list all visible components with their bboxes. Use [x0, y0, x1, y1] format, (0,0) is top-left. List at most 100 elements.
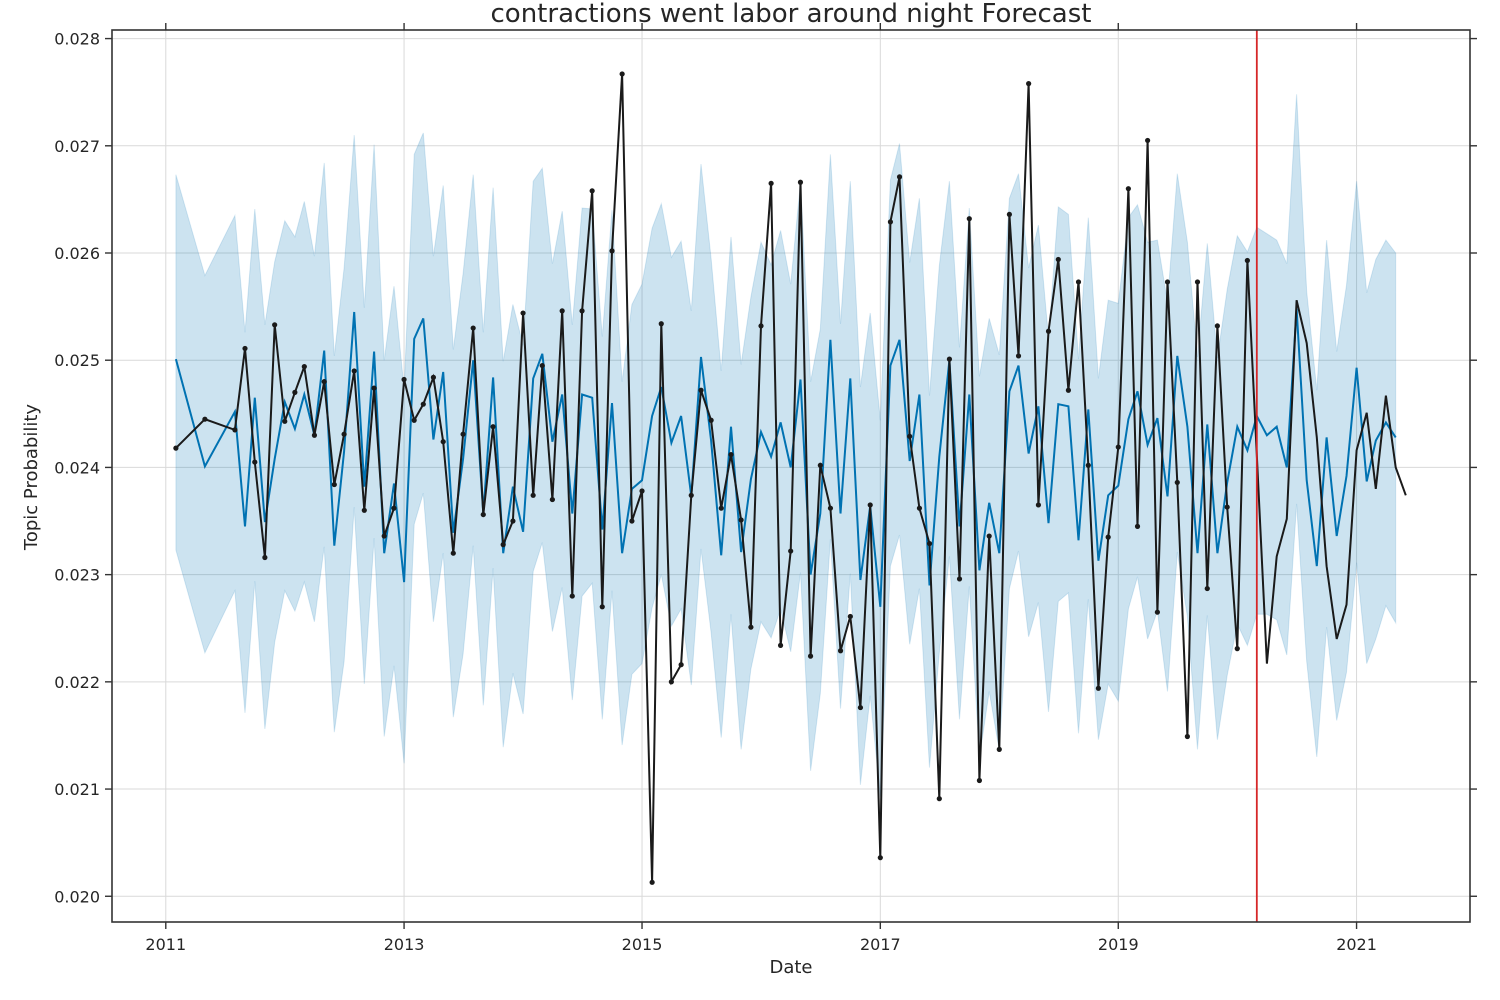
actual-point: [490, 424, 496, 430]
x-tick-label: 2015: [622, 935, 663, 954]
actual-point: [1194, 279, 1201, 285]
actual-point: [272, 322, 278, 328]
actual-point: [599, 604, 605, 610]
projection-line: [1246, 260, 1407, 664]
actual-point: [916, 505, 923, 511]
actual-point: [480, 511, 486, 518]
actual-point: [520, 310, 526, 316]
actual-point: [649, 879, 655, 885]
actual-point: [817, 462, 823, 468]
actual-point: [1244, 257, 1250, 264]
actual-point: [420, 401, 426, 407]
actual-point: [678, 662, 684, 668]
y-axis-label: Topic Probability: [21, 404, 42, 551]
actual-point: [658, 321, 664, 327]
actual-point: [827, 505, 834, 511]
y-tick-label: 0.028: [54, 30, 100, 49]
actual-point: [460, 431, 466, 437]
actual-point: [1234, 646, 1240, 652]
actual-point: [1164, 279, 1171, 285]
actual-point: [1006, 211, 1013, 218]
y-tick-label: 0.026: [54, 244, 100, 263]
actual-point: [1154, 609, 1160, 615]
actual-point: [857, 704, 864, 711]
x-tick-label: 2019: [1098, 935, 1139, 954]
actual-point: [867, 502, 873, 508]
actual-points-layer: [173, 71, 1250, 885]
actual-point: [1015, 353, 1022, 359]
x-axis-label: Date: [769, 957, 812, 978]
actual-point: [341, 431, 347, 437]
ticks-layer: 0.020 0.021 0.022 0.023 0.024 0.025 0.026 0.027…: [54, 23, 1477, 954]
actual-point: [321, 379, 327, 385]
actual-point: [1095, 685, 1101, 691]
actual-point: [1145, 137, 1151, 144]
actual-point: [708, 417, 714, 423]
actual-point: [470, 325, 476, 331]
actual-point: [1214, 323, 1220, 329]
actual-point: [262, 554, 268, 561]
y-tick-label: 0.024: [54, 458, 100, 477]
chart-title: contractions went labor around night For…: [491, 0, 1092, 29]
actual-point: [530, 492, 536, 498]
actual-point: [718, 505, 724, 511]
actual-point: [579, 308, 585, 314]
actual-point: [956, 576, 963, 582]
actual-point: [569, 593, 575, 599]
actual-point: [966, 216, 972, 222]
actual-point: [996, 746, 1002, 752]
actual-point: [688, 492, 694, 498]
actual-point: [887, 219, 894, 225]
y-tick-label: 0.022: [54, 673, 100, 692]
actual-point: [847, 613, 853, 620]
actual-point: [668, 679, 674, 685]
actual-point: [976, 777, 983, 784]
actual-point: [282, 418, 288, 424]
actual-point: [589, 188, 595, 194]
actual-point: [292, 389, 298, 395]
x-tick-label: 2011: [145, 935, 186, 954]
actual-point: [510, 518, 516, 524]
actual-point: [807, 653, 814, 659]
actual-point: [1115, 444, 1121, 450]
actual-point: [1134, 523, 1141, 529]
actual-point: [202, 416, 208, 422]
actual-point: [777, 642, 784, 648]
actual-point: [430, 374, 437, 380]
actual-point: [173, 445, 179, 451]
actual-point: [311, 432, 318, 438]
actual-point: [1026, 81, 1032, 87]
actual-point: [232, 427, 238, 433]
actual-point: [559, 308, 565, 314]
forecast-line-layer: [174, 308, 1397, 607]
actual-point: [768, 180, 774, 186]
actual-point: [1045, 328, 1052, 334]
x-tick-label: 2017: [860, 935, 901, 954]
y-tick-label: 0.025: [54, 351, 100, 370]
actual-point: [609, 248, 615, 254]
actual-point: [242, 345, 248, 352]
actual-point: [837, 648, 844, 654]
plot-frame: [111, 29, 1471, 923]
y-tick-label: 0.023: [54, 566, 100, 585]
actual-point: [986, 533, 992, 539]
actual-point: [549, 496, 555, 503]
x-tick-label: 2021: [1336, 935, 1377, 954]
actual-point: [797, 179, 804, 185]
actual-point: [758, 323, 764, 329]
y-tick-label: 0.020: [54, 887, 100, 906]
actual-point: [1085, 462, 1091, 468]
actual-point: [1174, 479, 1180, 486]
actual-point: [728, 451, 734, 458]
actual-point: [1065, 387, 1072, 393]
actual-point: [1055, 256, 1061, 263]
actual-point: [788, 548, 794, 554]
actual-point: [738, 517, 744, 523]
actual-point: [1224, 504, 1230, 510]
actual-point: [361, 507, 367, 513]
y-tick-label: 0.021: [54, 780, 100, 799]
actual-point: [401, 376, 407, 383]
actual-point: [1075, 279, 1082, 285]
actual-point: [698, 387, 704, 393]
